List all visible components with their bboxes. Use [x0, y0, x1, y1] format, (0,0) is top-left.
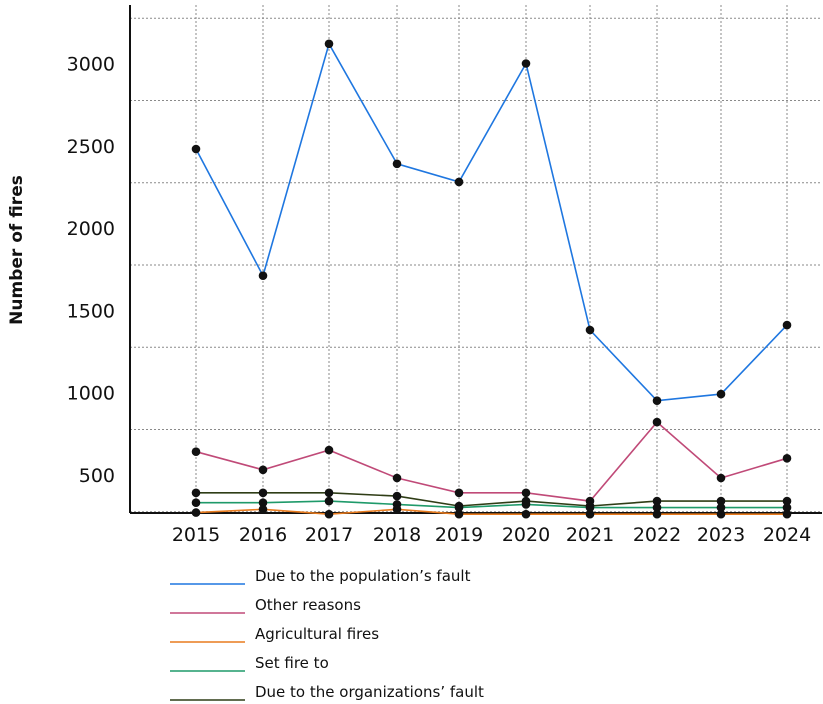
- data-point: [716, 503, 726, 512]
- data-point: [521, 509, 531, 519]
- data-point: [392, 505, 402, 514]
- data-point: [782, 320, 792, 330]
- data-point: [191, 447, 201, 457]
- series-3: [191, 505, 792, 519]
- data-point: [652, 396, 662, 406]
- data-point: [258, 488, 268, 498]
- series-layer: [191, 39, 792, 519]
- data-point: [716, 509, 726, 519]
- data-point: [324, 509, 334, 519]
- x-tick-label: 2021: [566, 524, 614, 546]
- x-tick-label: 2017: [305, 524, 353, 546]
- legend-item: Agricultural fires: [170, 625, 379, 643]
- y-tick-label: 2000: [67, 218, 115, 240]
- y-tick-label: 3000: [67, 54, 115, 76]
- data-point: [521, 59, 531, 68]
- legend-item: Other reasons: [170, 596, 361, 614]
- grid-lines: [130, 5, 822, 513]
- series-line: [195, 508, 787, 516]
- legend-label: Due to the organizations’ fault: [255, 683, 484, 701]
- data-point: [191, 144, 201, 154]
- x-tick-labels: 2015 2016 2017 2018 2019 2020 2021 2022 2023 2024: [172, 524, 811, 546]
- series-line: [196, 491, 787, 507]
- data-point: [716, 389, 726, 399]
- x-tick-label: 2018: [373, 524, 421, 546]
- data-point: [521, 488, 531, 498]
- data-point: [652, 509, 662, 519]
- x-tick-label: 2019: [435, 524, 483, 546]
- data-point: [454, 503, 464, 512]
- legend-label: Agricultural fires: [255, 625, 379, 643]
- data-point: [782, 503, 792, 512]
- y-tick-label: 1500: [67, 300, 115, 322]
- data-point: [454, 488, 464, 498]
- data-point: [324, 39, 334, 49]
- data-point: [191, 508, 201, 517]
- x-tick-label: 2015: [172, 524, 220, 546]
- data-point: [716, 473, 726, 483]
- data-point: [454, 177, 464, 187]
- x-tick-label: 2022: [633, 524, 681, 546]
- series-2: [191, 417, 792, 506]
- data-point: [392, 159, 402, 169]
- data-point: [191, 498, 201, 508]
- legend-item: Due to the population’s fault: [170, 567, 471, 585]
- data-point: [652, 503, 662, 512]
- y-tick-label: 1000: [67, 383, 115, 405]
- y-tick-labels: 500 1000 1500 2000 2500 3000: [67, 54, 115, 487]
- y-tick-label: 2500: [67, 136, 115, 158]
- legend-item: Set fire to: [170, 654, 329, 672]
- data-point: [324, 445, 334, 455]
- x-tick-label: 2024: [763, 524, 811, 546]
- series-line: [196, 500, 787, 509]
- series-4: [191, 496, 792, 512]
- data-point: [585, 496, 595, 506]
- data-point: [392, 491, 402, 501]
- legend-label: Set fire to: [255, 654, 329, 672]
- series-line: [195, 420, 788, 502]
- data-point: [652, 417, 662, 427]
- data-point: [782, 509, 792, 519]
- data-point: [585, 509, 595, 519]
- data-point: [191, 488, 201, 498]
- data-point: [324, 496, 334, 506]
- legend-label: Other reasons: [255, 596, 361, 614]
- data-point: [652, 496, 662, 506]
- legend-label: Due to the population’s fault: [255, 567, 471, 585]
- data-point: [585, 503, 595, 512]
- x-tick-label: 2016: [239, 524, 287, 546]
- x-tick-label: 2023: [697, 524, 745, 546]
- x-tick-label: 2020: [502, 524, 550, 546]
- data-point: [258, 498, 268, 508]
- data-point: [521, 500, 531, 509]
- data-point: [782, 496, 792, 506]
- data-point: [782, 454, 792, 463]
- y-tick-label: 500: [79, 465, 115, 487]
- data-point: [258, 271, 268, 281]
- legend-item: Due to the organizations’ fault: [170, 683, 484, 701]
- data-point: [454, 509, 464, 519]
- series-line: [195, 41, 788, 402]
- data-point: [585, 325, 595, 335]
- data-point: [258, 505, 268, 514]
- series-1: [191, 39, 792, 406]
- data-point: [716, 496, 726, 506]
- data-point: [392, 473, 402, 483]
- y-axis-label: Number of fires: [7, 175, 27, 325]
- data-point: [324, 488, 334, 498]
- legend: Due to the population’s fault Other reaso…: [170, 567, 484, 701]
- data-point: [258, 465, 268, 475]
